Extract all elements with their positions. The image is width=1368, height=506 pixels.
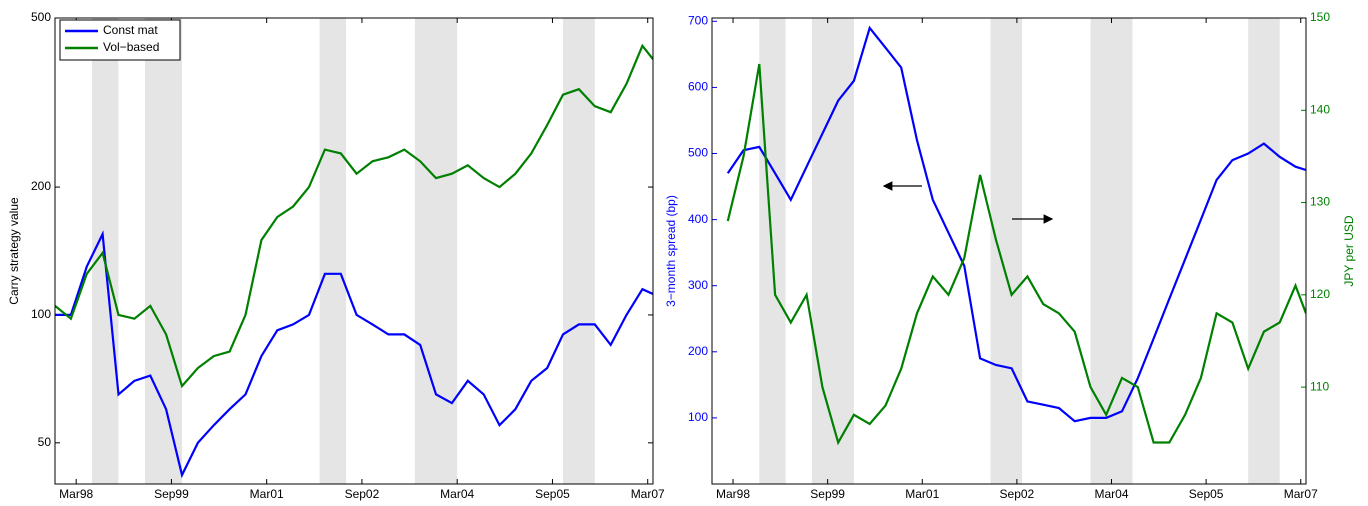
y-axis-label: Carry strategy value bbox=[7, 197, 21, 305]
x-tick-label: Sep02 bbox=[345, 487, 380, 501]
shaded-period bbox=[319, 18, 347, 484]
y2-tick-label: 110 bbox=[1310, 379, 1329, 393]
y-tick-label: 50 bbox=[38, 435, 52, 449]
y2-tick-label: 140 bbox=[1310, 102, 1330, 116]
y-tick-label: 100 bbox=[688, 410, 708, 424]
shaded-period bbox=[414, 18, 458, 484]
shaded-period bbox=[144, 18, 183, 484]
y2-tick-label: 150 bbox=[1310, 10, 1330, 24]
y-tick-label: 500 bbox=[31, 10, 51, 24]
shaded-period bbox=[1090, 18, 1133, 484]
x-tick-label: Sep99 bbox=[810, 487, 845, 501]
y-tick-label: 700 bbox=[688, 13, 708, 27]
shaded-period bbox=[563, 18, 595, 484]
y-tick-label: 200 bbox=[688, 344, 708, 358]
x-tick-label: Mar01 bbox=[905, 487, 939, 501]
y2-tick-label: 120 bbox=[1310, 287, 1330, 301]
y-axis-label: 3−month spread (bp) bbox=[664, 195, 678, 307]
axes-box bbox=[54, 17, 654, 485]
series-line bbox=[55, 230, 653, 479]
x-tick-label: Sep02 bbox=[1000, 487, 1035, 501]
shaded-period bbox=[1248, 18, 1280, 484]
series-line bbox=[726, 63, 1306, 446]
y2-axis-label: JPY per USD bbox=[1342, 215, 1356, 286]
y-tick-label: 300 bbox=[688, 278, 708, 292]
axes-box bbox=[711, 17, 1307, 485]
legend-label: Vol−based bbox=[103, 40, 159, 54]
shaded-period bbox=[990, 18, 1023, 484]
y2-tick-label: 130 bbox=[1310, 195, 1330, 209]
x-tick-label: Mar04 bbox=[1094, 487, 1128, 501]
y-tick-label: 600 bbox=[688, 80, 708, 94]
legend-box bbox=[59, 19, 181, 61]
series-line bbox=[726, 25, 1306, 423]
x-tick-label: Sep99 bbox=[154, 487, 189, 501]
y-tick-label: 100 bbox=[31, 307, 51, 321]
plot: Mar98 Sep99 Mar01 Sep02 Mar04 Sep05 Mar07 100 20… bbox=[664, 10, 1356, 501]
x-tick-label: Mar07 bbox=[631, 487, 665, 501]
x-tick-label: Mar98 bbox=[59, 487, 93, 501]
plot: Mar98 Sep99 Mar01 Sep02 Mar04 Sep05 Mar07 50 100… bbox=[7, 10, 665, 501]
series-line bbox=[55, 43, 653, 389]
shaded-period bbox=[811, 18, 854, 484]
x-tick-label: Sep05 bbox=[1189, 487, 1224, 501]
x-tick-label: Mar04 bbox=[440, 487, 474, 501]
y-tick-label: 200 bbox=[31, 179, 51, 193]
y-tick-label: 500 bbox=[688, 146, 708, 160]
legend-label: Const mat bbox=[103, 23, 158, 37]
y-tick-label: 400 bbox=[688, 212, 708, 226]
x-tick-label: Mar07 bbox=[1284, 487, 1318, 501]
x-tick-label: Sep05 bbox=[535, 487, 570, 501]
x-tick-label: Mar98 bbox=[716, 487, 750, 501]
x-tick-label: Mar01 bbox=[250, 487, 284, 501]
